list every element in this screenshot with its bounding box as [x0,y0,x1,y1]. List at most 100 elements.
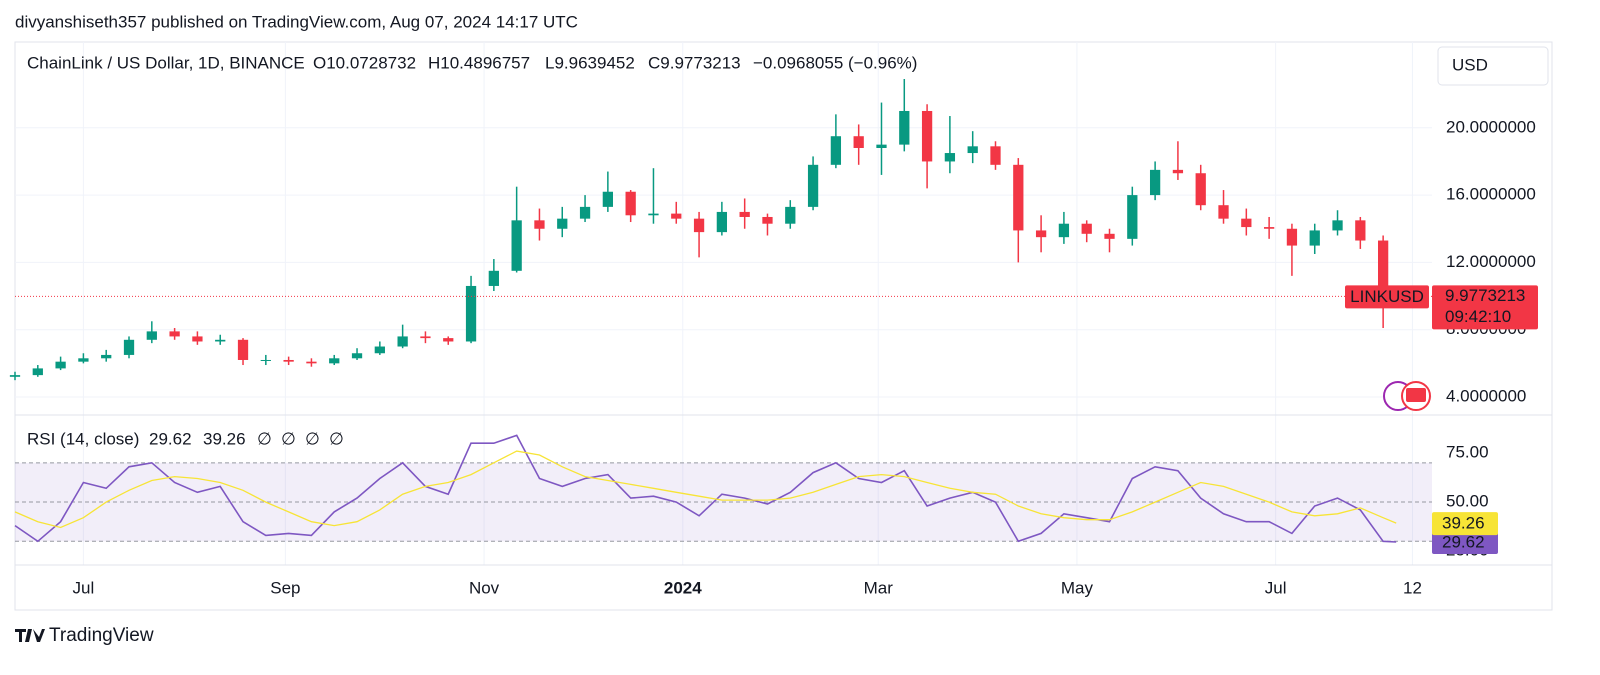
candle-body [1058,223,1070,238]
legend-value: 29.62 [149,429,192,448]
candle-body [899,110,910,145]
candle-body [306,361,317,364]
rsi-line [14,450,1397,529]
candle-body [693,218,705,233]
x-tick-label: Jul [73,578,95,597]
candle-body [9,375,21,377]
chart-frame [14,41,1553,611]
candle-body [853,136,864,148]
rsi-line [14,434,1397,543]
legend-icon: ∅ [281,429,296,448]
currency-label[interactable]: USD [1452,55,1488,74]
candle-body [488,270,499,286]
candle-body [671,213,682,219]
candle-body [397,336,408,347]
candle-body [1195,173,1206,206]
candle-body [807,164,819,207]
candle-body [1013,164,1024,231]
legend-value: −0.0968055 (−0.96%) [753,53,917,72]
candle-body [1035,230,1047,238]
candle-body [1149,169,1161,196]
candle-body [192,336,203,342]
value-tag-label: 29.62 [1442,533,1485,552]
legend-icon: ∅ [329,429,344,448]
value-tag [1432,531,1498,555]
candle-body [169,331,180,337]
legend-value: H10.4896757 [428,53,530,72]
candle-body [785,206,796,224]
legend-value: L9.9639452 [545,53,635,72]
candle-body [237,339,249,360]
candle-body [123,339,135,355]
candle-body [1263,227,1275,229]
legend-icon: ∅ [257,429,272,448]
candle-body [78,358,89,362]
y-tick-label: 12.0000000 [1446,252,1536,271]
candle-body [557,218,568,229]
candle-body [830,136,842,165]
candle-body [1355,220,1366,241]
candle-body [146,331,157,340]
candle-body [1332,220,1343,231]
candle-body [534,220,545,229]
candle-body [283,359,294,362]
footer-brand: TradingView [49,625,154,646]
candle-body [944,153,956,162]
candle-body [579,206,591,219]
chart-title: ChainLink / US Dollar, 1D, BINANCE [27,53,305,72]
candle-body [990,146,1001,165]
last-price-label: 9.9773213 [1445,286,1525,305]
candle-body [1218,205,1229,219]
candle-body [101,354,112,359]
badge-flag [1406,388,1426,402]
candle-body [1309,230,1320,246]
candle-body [1378,240,1389,295]
x-tick-label: Sep [270,578,300,597]
candle-body [1172,169,1184,174]
value-tag [1432,512,1498,536]
candle-body [1286,228,1298,246]
candle-body [420,336,431,339]
candle-body [762,216,773,224]
candle-body [443,338,454,342]
indicator-title: RSI (14, close) [27,429,139,448]
legend-icon: ∅ [305,429,320,448]
x-tick-label: Nov [469,578,500,597]
candle-body [511,220,522,271]
candle-body [1104,233,1115,239]
x-tick-label: May [1061,578,1094,597]
y-tick-label: 20.0000000 [1446,117,1536,136]
candle-body [260,359,271,361]
published-note: divyanshiseth357 published on TradingVie… [15,12,578,31]
countdown: 09:42:10 [1445,307,1511,326]
y-tick-label: 75.00 [1446,443,1489,462]
candle-body [215,339,226,342]
currency-button[interactable] [1437,46,1549,86]
candle-body [374,346,385,354]
y-tick-label: 50.00 [1446,492,1489,511]
candle-body [32,368,43,376]
x-tick-label: Mar [864,578,894,597]
symbol-tag [1345,285,1429,309]
candle-body [716,211,728,233]
candle-body [1081,223,1092,234]
x-tick-label: 2024 [664,578,702,597]
symbol-label: LINKUSD [1350,287,1424,306]
x-tick-label: 12 [1403,578,1422,597]
candle-body [1241,218,1252,228]
y-tick-label: 4.0000000 [1446,386,1526,405]
candle-body [876,144,887,148]
candle-body [739,211,750,217]
candle-body [329,358,340,364]
candle-body [625,191,636,216]
candle-body [1127,195,1138,239]
candle-body [648,213,659,216]
candle-body [465,285,477,342]
value-tag-label: 39.26 [1442,514,1485,533]
legend-value: C9.9773213 [648,53,741,72]
candle-body [351,353,363,359]
x-tick-label: Jul [1265,578,1287,597]
price-tag [1432,285,1538,330]
legend-value: O10.0728732 [313,53,416,72]
